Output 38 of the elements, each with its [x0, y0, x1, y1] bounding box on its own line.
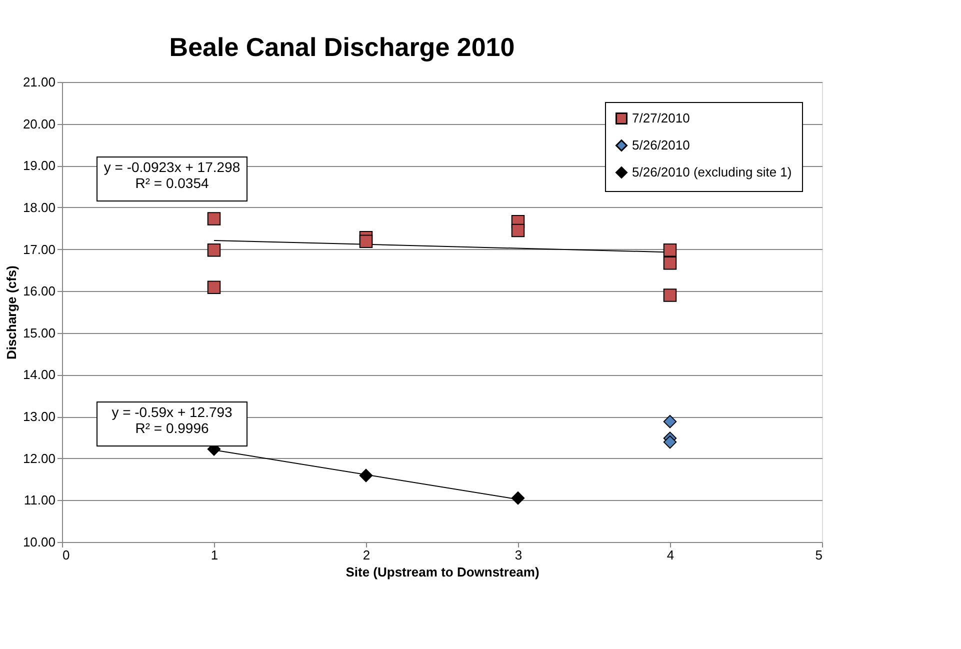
y-tick-label: 15.00 — [22, 325, 56, 340]
legend-label: 5/26/2010 — [632, 138, 690, 152]
x-axis-title: Site (Upstream to Downstream) — [346, 564, 540, 580]
y-tick-label: 13.00 — [22, 409, 56, 424]
point — [663, 256, 677, 270]
point — [663, 288, 677, 302]
y-tick-label: 18.00 — [22, 200, 56, 215]
y-tick-label: 19.00 — [22, 158, 56, 174]
point — [207, 243, 221, 257]
point — [663, 435, 677, 449]
annotation: y = -0.59x + 12.793 R² = 0.9996 — [112, 404, 233, 436]
legend-label: 7/27/2010 — [632, 110, 690, 126]
y-tick-label: 11.00 — [24, 492, 56, 508]
point — [359, 468, 373, 482]
y-tick-label: 14.00 — [22, 367, 56, 382]
point — [511, 491, 525, 505]
point — [207, 212, 221, 226]
point — [359, 234, 373, 248]
y-tick-label: 16.00 — [22, 284, 56, 299]
legend-label: 5/26/2010 (excluding site 1) — [632, 164, 792, 180]
point — [511, 224, 525, 238]
point — [663, 414, 677, 428]
x-tick-label: 2 — [362, 548, 370, 562]
y-tick-label: 20.00 — [22, 116, 56, 132]
x-tick-label: 3 — [514, 548, 522, 562]
y-tick-label: 10.00 — [22, 534, 56, 550]
chart-title: Beale Canal Discharge 2010 — [169, 32, 515, 62]
x-tick-label: 4 — [666, 548, 674, 562]
x-tick-label: 5 — [815, 548, 822, 562]
y-tick-label: 12.00 — [22, 450, 56, 466]
y-tick-label: 21.00 — [22, 74, 56, 90]
x-tick-label: 1 — [210, 548, 218, 562]
y-axis-title: Discharge (cfs) — [4, 266, 19, 360]
point — [663, 243, 677, 257]
annotation: y = -0.0923x + 17.298 R² = 0.0354 — [104, 159, 240, 191]
point — [207, 280, 221, 294]
y-tick-label: 17.00 — [22, 242, 56, 257]
x-tick-label: 0 — [62, 548, 70, 562]
